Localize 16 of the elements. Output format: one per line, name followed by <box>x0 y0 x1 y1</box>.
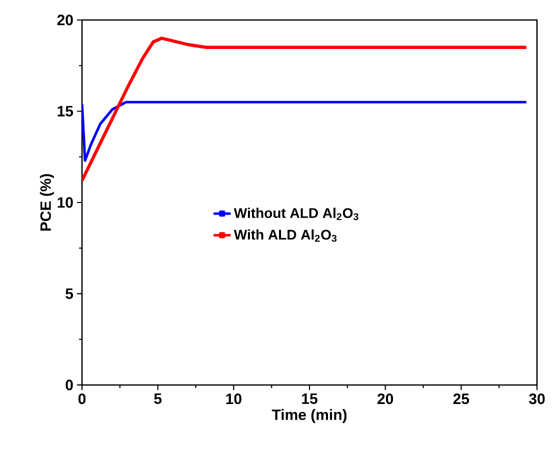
x-tick-label: 20 <box>378 394 394 404</box>
x-tick-label: 0 <box>78 394 86 404</box>
legend-label: With ALD Al$_{2}$O$_{3}$ <box>234 229 337 242</box>
y-tick-label: 10 <box>58 197 73 208</box>
y-axis-title: PCE (%) <box>40 174 54 231</box>
y-tick-label: 0 <box>66 380 73 390</box>
x-tick-label: 15 <box>302 394 318 404</box>
x-tick-label: 30 <box>529 394 545 404</box>
x-tick-label: 5 <box>154 394 162 404</box>
x-tick-label: 25 <box>453 394 470 404</box>
y-tick-label: 20 <box>57 14 73 26</box>
y-tick-label: 5 <box>66 288 74 299</box>
x-tick-label: 10 <box>226 394 242 404</box>
x-axis-title: Time (min) <box>272 409 347 423</box>
legend-label: Without ALD Al$_{2}$O$_{3}$ <box>234 208 358 220</box>
y-tick-label: 15 <box>58 106 74 116</box>
